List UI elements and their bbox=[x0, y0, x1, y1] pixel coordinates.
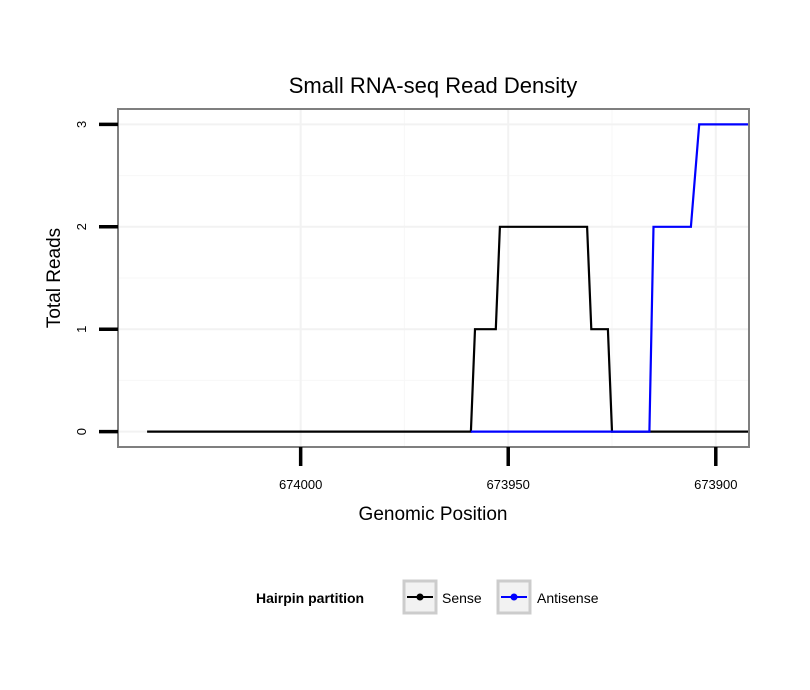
legend-label: Antisense bbox=[537, 590, 599, 606]
y-tick-label: 1 bbox=[74, 326, 89, 333]
legend-label: Sense bbox=[442, 590, 482, 606]
y-axis: 0 1 2 3 bbox=[74, 121, 118, 435]
x-axis: 674000 673950 673900 bbox=[279, 447, 737, 492]
legend: Hairpin partition Sense Antisense bbox=[256, 579, 599, 615]
y-tick-label: 3 bbox=[74, 121, 89, 128]
legend-title: Hairpin partition bbox=[256, 590, 364, 606]
y-axis-title: Total Reads bbox=[44, 228, 65, 328]
y-tick-label: 2 bbox=[74, 223, 89, 230]
grid bbox=[118, 109, 749, 447]
series-lines bbox=[147, 123, 749, 433]
x-tick-label: 673950 bbox=[487, 477, 530, 492]
chart-title: Small RNA-seq Read Density bbox=[289, 73, 578, 98]
legend-item-antisense: Antisense bbox=[496, 579, 599, 615]
y-tick-label: 0 bbox=[74, 428, 89, 435]
x-tick-label: 674000 bbox=[279, 477, 322, 492]
series-line-antisense bbox=[470, 123, 749, 433]
legend-key-point bbox=[510, 593, 518, 601]
legend-key-point bbox=[416, 593, 424, 601]
x-axis-title: Genomic Position bbox=[359, 504, 508, 525]
legend-item-sense: Sense bbox=[402, 579, 482, 615]
x-tick-label: 673900 bbox=[694, 477, 737, 492]
panel-border bbox=[117, 108, 750, 448]
